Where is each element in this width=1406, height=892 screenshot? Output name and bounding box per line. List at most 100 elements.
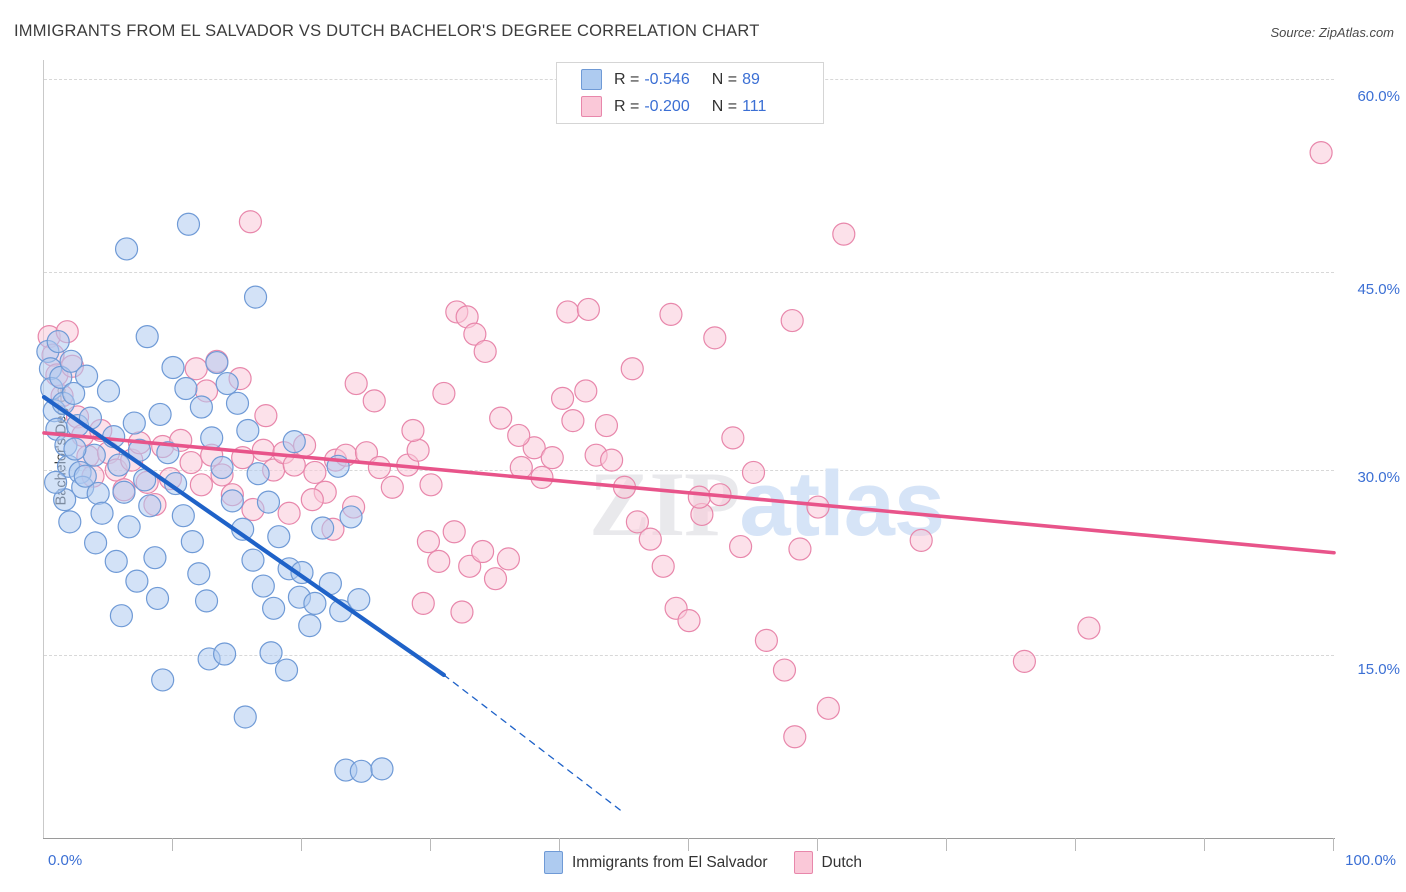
data-point [161, 355, 185, 380]
legend-item-el-salvador[interactable]: Immigrants from El Salvador [543, 851, 768, 874]
plot-area: ZIPatlas [36, 60, 1336, 838]
legend-swatch-el-salvador [543, 851, 563, 874]
stat-n-value-2: 111 [742, 97, 767, 115]
x-tick-2 [301, 838, 302, 851]
data-point [651, 554, 675, 578]
stat-r-key-1: R = [614, 70, 640, 88]
data-point [156, 441, 180, 465]
data-point [225, 391, 250, 415]
data-point [90, 501, 114, 525]
data-point [458, 554, 482, 578]
data-point [489, 406, 513, 430]
data-point [741, 460, 766, 485]
data-point [427, 549, 451, 573]
x-tick-9 [1204, 838, 1205, 851]
data-point [148, 402, 172, 427]
stat-r-value-2: -0.200 [644, 97, 690, 115]
data-point [171, 504, 195, 528]
stat-n-key-1: N = [711, 70, 738, 88]
data-point [349, 759, 373, 783]
legend-label-dutch: Dutch [821, 853, 863, 871]
data-point [576, 297, 600, 322]
data-point [122, 411, 146, 435]
data-point [189, 473, 213, 497]
y-tick-15: 15.0% [1357, 661, 1400, 678]
x-tick-3 [430, 838, 431, 851]
data-point [96, 379, 121, 403]
data-point [540, 446, 564, 470]
data-point [125, 569, 149, 593]
data-point [200, 426, 224, 450]
data-point [277, 501, 301, 525]
data-point [194, 589, 219, 613]
data-point [754, 628, 779, 653]
x-tick-10 [1333, 838, 1334, 851]
legend-swatch-dutch [793, 851, 813, 874]
correlation-stats-box: R = -0.546 N = 89 R = -0.200 N = 111 [556, 62, 824, 124]
x-tick-6 [817, 838, 818, 851]
data-point [82, 443, 106, 467]
gridline-30 [44, 470, 1334, 471]
stat-row-dutch: R = -0.200 N = 111 [557, 93, 823, 120]
data-point [241, 548, 265, 572]
data-point [473, 339, 497, 364]
x-tick-max: 100.0% [1345, 852, 1396, 869]
data-point [262, 596, 286, 620]
data-point [282, 429, 306, 454]
data-point [411, 591, 435, 615]
x-tick-8 [1075, 838, 1076, 851]
data-point [254, 404, 278, 428]
data-point [176, 212, 201, 236]
gridline-15 [44, 655, 1334, 656]
gridline-45 [44, 272, 1334, 273]
data-point [282, 453, 306, 477]
trendline-dutch [42, 431, 1336, 555]
data-point [63, 437, 87, 461]
data-point [625, 510, 650, 534]
data-point [677, 609, 701, 633]
data-point [59, 349, 83, 373]
data-point [788, 537, 812, 561]
data-point [463, 322, 487, 346]
data-point [300, 488, 324, 512]
source-label: Source: ZipAtlas.com [1270, 25, 1394, 40]
data-point [135, 325, 159, 349]
data-point [138, 494, 162, 518]
data-point [184, 357, 208, 381]
data-point [174, 376, 198, 401]
x-tick-1 [172, 838, 173, 851]
data-point [620, 357, 644, 381]
x-axis-line [43, 838, 1335, 839]
stat-row-el-salvador: R = -0.546 N = 89 [557, 66, 823, 93]
data-point [187, 562, 211, 586]
data-point [114, 237, 139, 261]
data-point [721, 426, 745, 450]
data-point [638, 527, 662, 551]
legend-item-dutch[interactable]: Dutch [793, 851, 863, 874]
data-point [687, 485, 711, 509]
y-tick-45: 45.0% [1357, 281, 1400, 298]
data-point [220, 489, 244, 513]
data-point [58, 510, 82, 534]
data-point [594, 413, 619, 438]
stat-r-value-1: -0.546 [644, 70, 690, 88]
data-point [507, 423, 531, 448]
data-point [780, 308, 804, 333]
data-point [246, 462, 270, 486]
data-point [163, 471, 188, 496]
data-point [471, 539, 495, 564]
data-point [213, 642, 237, 666]
y-axis-line [43, 60, 44, 838]
data-point [574, 379, 598, 403]
data-point [406, 438, 430, 462]
data-point [251, 574, 275, 598]
data-point [303, 460, 327, 485]
stat-swatch-dutch [581, 96, 602, 117]
data-point [339, 505, 363, 529]
data-point [362, 389, 386, 413]
stat-n-key-2: N = [711, 97, 738, 115]
data-point [347, 588, 371, 612]
data-point [483, 567, 508, 591]
data-point [215, 371, 239, 396]
data-point [107, 453, 131, 477]
